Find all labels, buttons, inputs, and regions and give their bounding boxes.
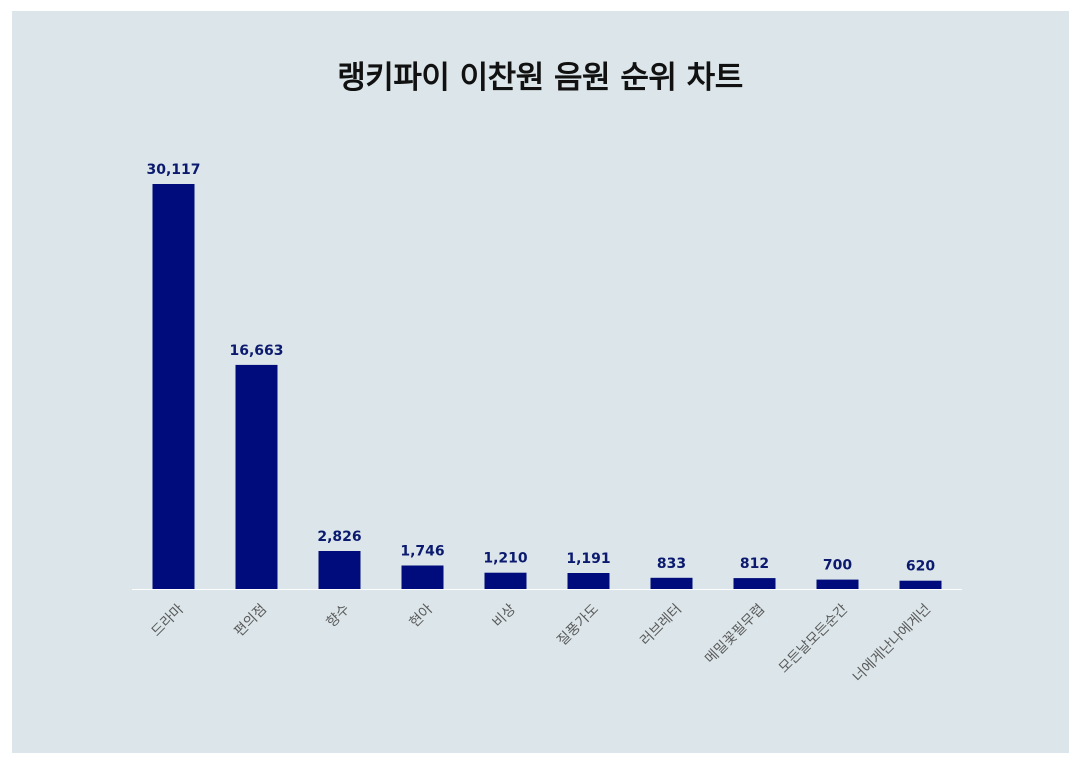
- x-tick-label: 드라마: [148, 601, 187, 640]
- bar: [733, 578, 776, 589]
- x-tick-label: 러브레터: [637, 601, 685, 649]
- x-tick-label: 편의점: [231, 601, 270, 640]
- bar: [484, 572, 527, 589]
- x-tick-label: 비상: [490, 601, 520, 631]
- bar-value-label: 2,826: [317, 529, 361, 545]
- bar-value-label: 16,663: [229, 343, 283, 359]
- bar-value-label: 833: [657, 556, 686, 572]
- x-tick-label: 질풍가도: [554, 601, 602, 649]
- bar-value-label: 1,746: [400, 544, 444, 560]
- bar-value-label: 620: [906, 559, 935, 575]
- bar: [401, 565, 444, 589]
- x-tick-label: 향수: [324, 601, 354, 631]
- bar: [650, 577, 693, 589]
- bar: [567, 573, 610, 589]
- bar: [899, 580, 942, 589]
- bar-value-label: 700: [823, 558, 852, 574]
- chart-title: 랭키파이 이찬원 음원 순위 차트: [337, 60, 743, 96]
- x-tick-label: 현아: [407, 601, 437, 631]
- bar: [318, 551, 361, 589]
- bar-value-label: 30,117: [146, 162, 200, 178]
- x-tick-label: 메밀꽃필무렵: [702, 601, 768, 667]
- bar-value-label: 1,191: [566, 551, 610, 567]
- bar: [235, 364, 278, 589]
- bar: [152, 184, 195, 589]
- x-tick-label: 모든날모든순간: [776, 601, 851, 676]
- x-tick-label: 너에게난나에게넌: [850, 601, 934, 685]
- bar: [816, 579, 859, 589]
- bar-value-label: 1,210: [483, 551, 528, 567]
- bar-value-label: 812: [740, 556, 769, 572]
